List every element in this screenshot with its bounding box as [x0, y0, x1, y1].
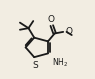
Text: S: S — [32, 61, 38, 70]
Text: NH$_2$: NH$_2$ — [52, 57, 68, 69]
Text: O: O — [65, 27, 72, 36]
Text: O: O — [47, 15, 54, 24]
